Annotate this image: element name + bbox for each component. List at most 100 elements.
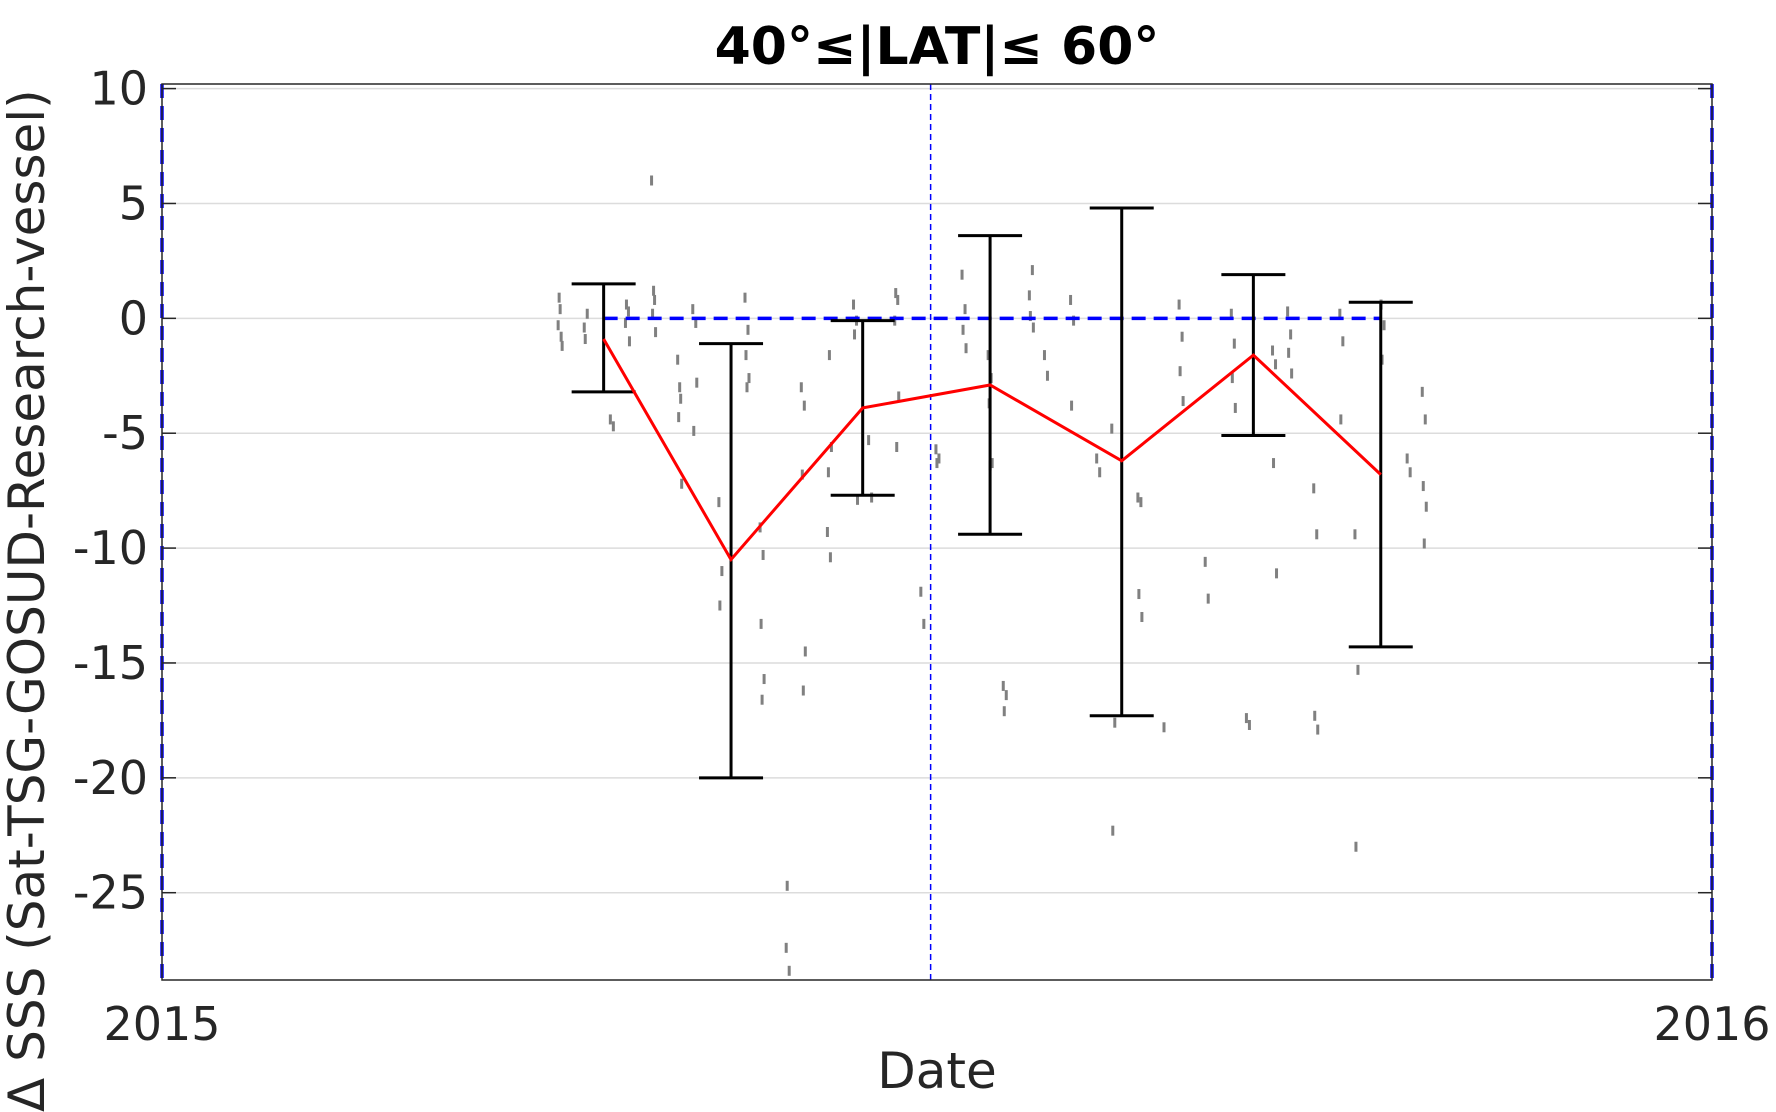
scatter-point	[608, 414, 612, 425]
scatter-point	[583, 334, 587, 345]
scatter-point	[802, 400, 806, 411]
scatter-point	[1229, 308, 1233, 319]
scatter-point	[1110, 423, 1114, 434]
scatter-point	[762, 674, 766, 685]
scatter-point	[787, 965, 791, 976]
scatter-point	[961, 324, 965, 335]
scatter-point	[894, 288, 898, 299]
scatter-point	[826, 467, 830, 478]
scatter-point	[694, 317, 698, 328]
scatter-point	[1230, 373, 1234, 384]
scatter-point	[654, 327, 658, 338]
scatter-point	[922, 618, 926, 629]
scatter-point	[1070, 400, 1074, 411]
scatter-point	[677, 412, 681, 423]
scatter-point	[1290, 368, 1294, 379]
scatter-point	[799, 382, 803, 393]
scatter-point	[1178, 366, 1182, 377]
scatter-point	[1095, 453, 1099, 464]
scatter-point	[651, 308, 655, 319]
mean-line-path	[602, 338, 1382, 563]
chart-title: 40°≤|LAT|≤ 60°	[715, 17, 1160, 77]
y-axis-ticks: 10 5 0 -5 -10 -15 -20 -25	[73, 62, 1712, 920]
scatter-point	[1338, 308, 1342, 319]
scatter-point	[1423, 414, 1427, 425]
scatter-point	[652, 285, 656, 296]
scatter-point	[1027, 290, 1031, 301]
scatter-point	[676, 354, 680, 365]
scatter-point	[582, 322, 586, 333]
scatter-point	[1045, 370, 1049, 381]
scatter-point	[1137, 589, 1141, 600]
scatter-point	[1382, 320, 1386, 331]
scatter-point	[1272, 458, 1276, 469]
scatter-point	[627, 336, 631, 347]
scatter-point	[1339, 414, 1343, 425]
scatter-point	[853, 329, 857, 340]
scatter-point	[720, 566, 724, 577]
scatter-point	[825, 527, 829, 537]
scatter-point	[1313, 710, 1317, 721]
scatter-point	[759, 618, 763, 629]
x-tick-label: 2015	[103, 997, 220, 1051]
scatter-point	[1274, 359, 1278, 370]
scatter-point	[746, 324, 750, 335]
scatter-point	[803, 646, 807, 657]
scatter-point	[867, 435, 871, 446]
scatter-point	[743, 292, 747, 303]
scatter-point	[678, 382, 682, 393]
scatter-point	[784, 942, 788, 953]
scatter-point	[560, 340, 564, 351]
y-tick-label: -15	[73, 636, 148, 690]
scatter-point	[680, 478, 684, 489]
x-axis-label: Date	[877, 1042, 997, 1100]
scatter-point	[919, 586, 923, 597]
scatter-point	[800, 469, 804, 480]
scatter-point	[801, 685, 805, 696]
scatter-point	[893, 315, 897, 326]
scatter-point	[870, 492, 874, 503]
scatter-point	[935, 458, 939, 469]
scatter-point	[1203, 556, 1207, 567]
scatter-point	[653, 294, 657, 305]
scatter-point	[1069, 294, 1073, 305]
scatter-point	[1275, 568, 1279, 579]
scatter-point	[1004, 690, 1008, 701]
scatter-point	[986, 350, 990, 361]
scatter-point	[745, 382, 749, 393]
x-tick-label: 2016	[1653, 997, 1770, 1051]
scatter-point	[1422, 538, 1426, 549]
scatter-point	[557, 292, 561, 303]
scatter-point	[1405, 453, 1409, 464]
scatter-point	[1233, 402, 1237, 413]
scatter-point	[1421, 481, 1425, 492]
scatter-point	[1247, 719, 1251, 730]
scatter-point	[1287, 347, 1291, 358]
scatter-point	[1312, 483, 1316, 494]
scatter-point	[1180, 331, 1184, 342]
scatter-point	[558, 304, 562, 315]
scatter-point	[1244, 713, 1248, 724]
scatter-points	[556, 175, 1428, 976]
scatter-point	[1002, 706, 1006, 717]
scatter-point	[829, 441, 833, 452]
scatter-point	[828, 552, 832, 563]
y-tick-label: -5	[102, 406, 148, 460]
y-tick-label: 0	[119, 291, 148, 345]
scatter-point	[1271, 345, 1275, 356]
scatter-point	[1420, 386, 1424, 397]
scatter-point	[1354, 841, 1358, 852]
scatter-point	[895, 441, 899, 452]
scatter-point	[1139, 497, 1143, 508]
plot-background	[162, 84, 1712, 980]
scatter-point	[1181, 396, 1185, 407]
scatter-point	[1031, 322, 1035, 333]
scatter-point	[1098, 467, 1102, 478]
scatter-point	[1341, 336, 1345, 347]
scatter-point	[1072, 315, 1076, 326]
scatter-point	[1162, 722, 1166, 733]
scatter-point	[1353, 529, 1357, 540]
y-tick-label: -10	[73, 521, 148, 575]
scatter-point	[679, 393, 683, 404]
